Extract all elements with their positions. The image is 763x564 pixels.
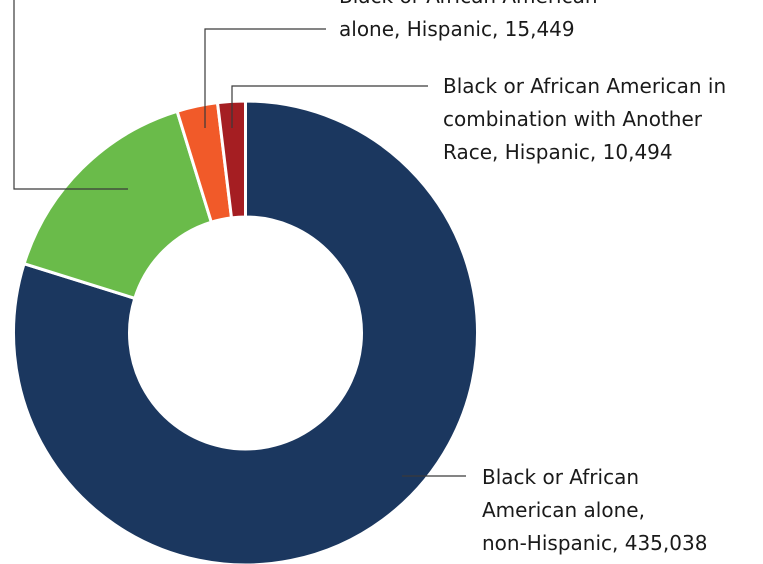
slice-label-3-line-0: Black or African American in [443,74,726,98]
slice-label-3-line-2: Race, Hispanic, 10,494 [443,140,673,164]
slice-label-3-line-1: combination with Another [443,107,703,131]
slice-label-0-line-1: American alone, [482,498,645,522]
slice-label-0-line-0: Black or African [482,465,639,489]
donut-slices [13,101,477,564]
slice-label-2: Black or African American alone, Hispanic… [339,0,598,41]
slice-label-0-line-2: non-Hispanic, 435,038 [482,531,707,555]
slice-label-2-line-1: alone, Hispanic, 15,449 [339,17,575,41]
slice-label-0: Black or African American alone, non-Hispa… [482,465,707,555]
donut-slice-1 [24,111,211,298]
slice-label-3: Black or African American in combination … [443,74,726,164]
slice-label-2-line-0: Black or African American [339,0,598,8]
